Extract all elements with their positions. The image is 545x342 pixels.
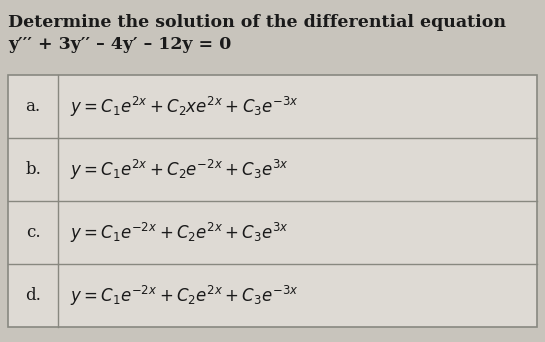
Bar: [8, 75, 537, 327]
Text: c.: c.: [26, 224, 40, 241]
Text: $y = C_1e^{2x} + C_2e^{-2x} + C_3e^{3x}$: $y = C_1e^{2x} + C_2e^{-2x} + C_3e^{3x}$: [70, 157, 289, 182]
Text: b.: b.: [25, 161, 41, 178]
Text: a.: a.: [26, 98, 40, 115]
Text: Determine the solution of the differential equation: Determine the solution of the differenti…: [8, 14, 506, 31]
Text: y′′′ + 3y′′ – 4y′ – 12y = 0: y′′′ + 3y′′ – 4y′ – 12y = 0: [8, 36, 232, 53]
Text: $y = C_1e^{-2x} + C_2e^{2x} + C_3e^{-3x}$: $y = C_1e^{-2x} + C_2e^{2x} + C_3e^{-3x}…: [70, 284, 299, 307]
Text: $y = C_1e^{2x} + C_2xe^{2x} + C_3e^{-3x}$: $y = C_1e^{2x} + C_2xe^{2x} + C_3e^{-3x}…: [70, 94, 299, 119]
Text: $y = C_1e^{-2x} + C_2e^{2x} + C_3e^{3x}$: $y = C_1e^{-2x} + C_2e^{2x} + C_3e^{3x}$: [70, 221, 289, 245]
Text: d.: d.: [25, 287, 41, 304]
